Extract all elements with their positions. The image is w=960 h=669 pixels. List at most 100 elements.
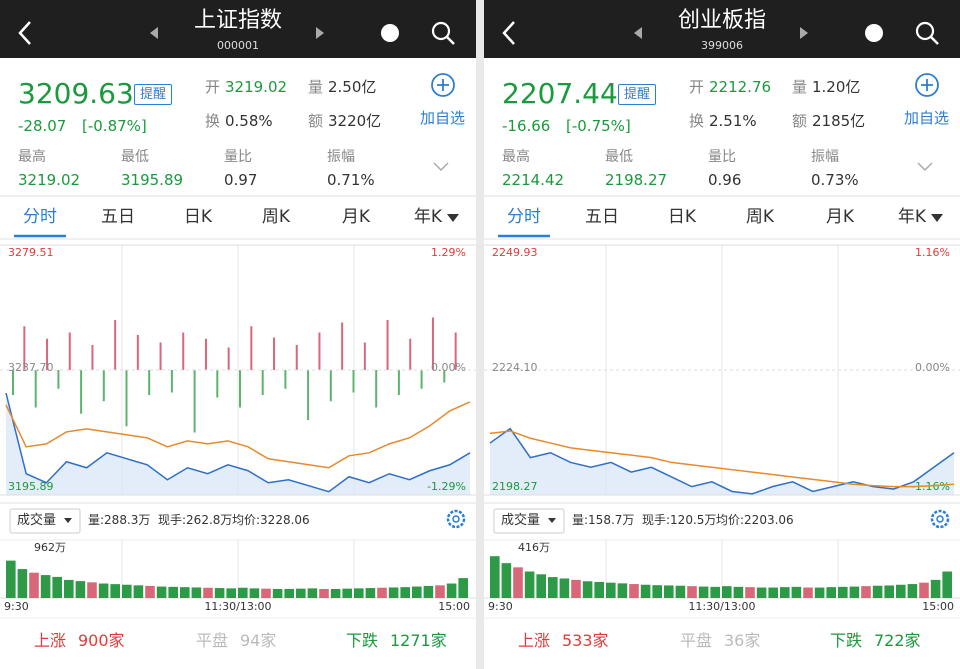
indicator-selector[interactable]	[493, 508, 565, 534]
back-button[interactable]	[502, 21, 515, 45]
chart-tab[interactable]: 年K	[413, 207, 443, 227]
volume-text: 量:158.7万	[572, 513, 635, 527]
flow-bar	[204, 338, 207, 370]
breadth-label: 上涨	[518, 631, 551, 650]
flow-bar	[273, 337, 276, 370]
volume-bar	[354, 588, 364, 598]
chart-tab[interactable]: 月K	[341, 207, 371, 227]
quote-label: 开	[205, 78, 221, 96]
volume-bar	[582, 581, 593, 598]
expand-chevron[interactable]	[433, 162, 449, 172]
stat-label: 最低	[121, 149, 149, 165]
chart-tab[interactable]: 月K	[825, 207, 855, 227]
chart-tab[interactable]: 五日	[101, 207, 135, 227]
y2-tick-label: -1.29%	[427, 480, 466, 493]
chart-tab[interactable]: 日K	[667, 207, 697, 227]
add-icon-plus	[921, 79, 933, 91]
search-icon[interactable]	[915, 21, 935, 41]
volume-bar	[226, 588, 236, 598]
volume-bar	[930, 579, 941, 598]
volume-bar	[768, 587, 778, 598]
add-icon[interactable]	[431, 73, 455, 97]
header-bar: 创业板指 399006	[484, 0, 960, 58]
indicator-selector-label[interactable]: 成交量	[501, 513, 541, 528]
remind-button[interactable]: 提醒	[618, 84, 657, 105]
volume-bar	[296, 588, 306, 598]
add-watchlist[interactable]: 加自选	[904, 109, 950, 127]
volume-bar	[745, 587, 755, 598]
search-icon[interactable]	[431, 21, 451, 41]
settings-icon[interactable]	[446, 509, 466, 529]
price-line	[5, 401, 471, 469]
stat-value: 3195.89	[121, 171, 184, 189]
chart-tab[interactable]: 分时	[507, 207, 541, 227]
indicator-selector[interactable]	[9, 508, 81, 534]
expand-chevron[interactable]	[917, 162, 933, 172]
volume-bar	[756, 587, 767, 598]
price-line	[489, 427, 955, 495]
price-area	[6, 393, 470, 495]
chart-tab[interactable]: 分时	[23, 207, 57, 227]
flow-bar	[307, 370, 310, 420]
chart-tab[interactable]: 年K	[897, 207, 927, 227]
volume-bar	[872, 585, 883, 598]
settings-icon-core	[452, 515, 460, 523]
breadth-label: 下跌	[830, 631, 863, 650]
next-index[interactable]	[316, 27, 324, 39]
add-watchlist[interactable]: 加自选	[420, 109, 466, 127]
volume-bar	[98, 583, 109, 598]
flow-bar	[216, 370, 219, 398]
quote-label: 额	[308, 112, 324, 130]
chart-tab[interactable]: 周K	[745, 207, 775, 227]
chat-icon[interactable]	[865, 24, 883, 42]
back-button[interactable]	[18, 21, 31, 45]
add-icon[interactable]	[915, 73, 939, 97]
indicator-selector-label[interactable]: 成交量	[17, 513, 57, 528]
current-price: 2207.44	[502, 77, 618, 110]
remind-button[interactable]: 提醒	[134, 84, 173, 105]
volume-bar	[446, 583, 457, 598]
price-change: -16.66	[502, 117, 551, 135]
chat-icon[interactable]	[381, 24, 399, 42]
next-index[interactable]	[800, 27, 808, 39]
flow-bar	[443, 370, 446, 383]
price-change: -28.07	[18, 117, 67, 135]
flow-bar	[91, 345, 94, 370]
volume-bar	[180, 587, 190, 598]
chart-tab[interactable]: 日K	[183, 207, 213, 227]
breadth-value: 533家	[562, 631, 609, 650]
breadth-value: 1271家	[390, 631, 447, 650]
volume-bar	[791, 586, 802, 598]
volume-bar	[884, 585, 894, 598]
flow-bar	[23, 326, 26, 370]
chart-tab[interactable]: 五日	[585, 207, 619, 227]
flow-bar	[80, 370, 83, 414]
phone-panel: 创业板指 399006 2207.44 提醒 -16.66 [-0.75%] 开 2212.7…	[484, 0, 960, 669]
volume-bar	[536, 574, 546, 598]
volume-bar	[687, 586, 697, 598]
header-icons	[18, 21, 455, 45]
settings-icon[interactable]	[930, 509, 950, 529]
flow-bar	[159, 342, 162, 370]
volume-bar	[412, 586, 422, 598]
flow-bar	[454, 332, 457, 370]
flow-bar	[125, 370, 128, 427]
prev-index[interactable]	[634, 27, 642, 39]
prev-index[interactable]	[150, 27, 158, 39]
quote-value: 2185亿	[812, 112, 866, 130]
flow-bar	[182, 332, 185, 370]
decor: 2249.932224.102198.271.16%0.00%-1.16%416…	[484, 73, 960, 619]
y-tick-label: 3237.70	[8, 361, 54, 374]
volume-bar	[29, 572, 39, 598]
stat-label: 最低	[605, 149, 633, 165]
flow-bar	[363, 342, 366, 370]
volume-bar	[861, 586, 871, 598]
chart-tab[interactable]: 周K	[261, 207, 291, 227]
flow-bar	[397, 370, 400, 395]
y2-tick-label: 1.16%	[915, 246, 950, 259]
flow-bar	[409, 338, 412, 370]
avg-text: 均价:2203.06	[716, 513, 794, 527]
quote-label: 量	[308, 78, 324, 96]
flow-bar	[34, 370, 37, 408]
